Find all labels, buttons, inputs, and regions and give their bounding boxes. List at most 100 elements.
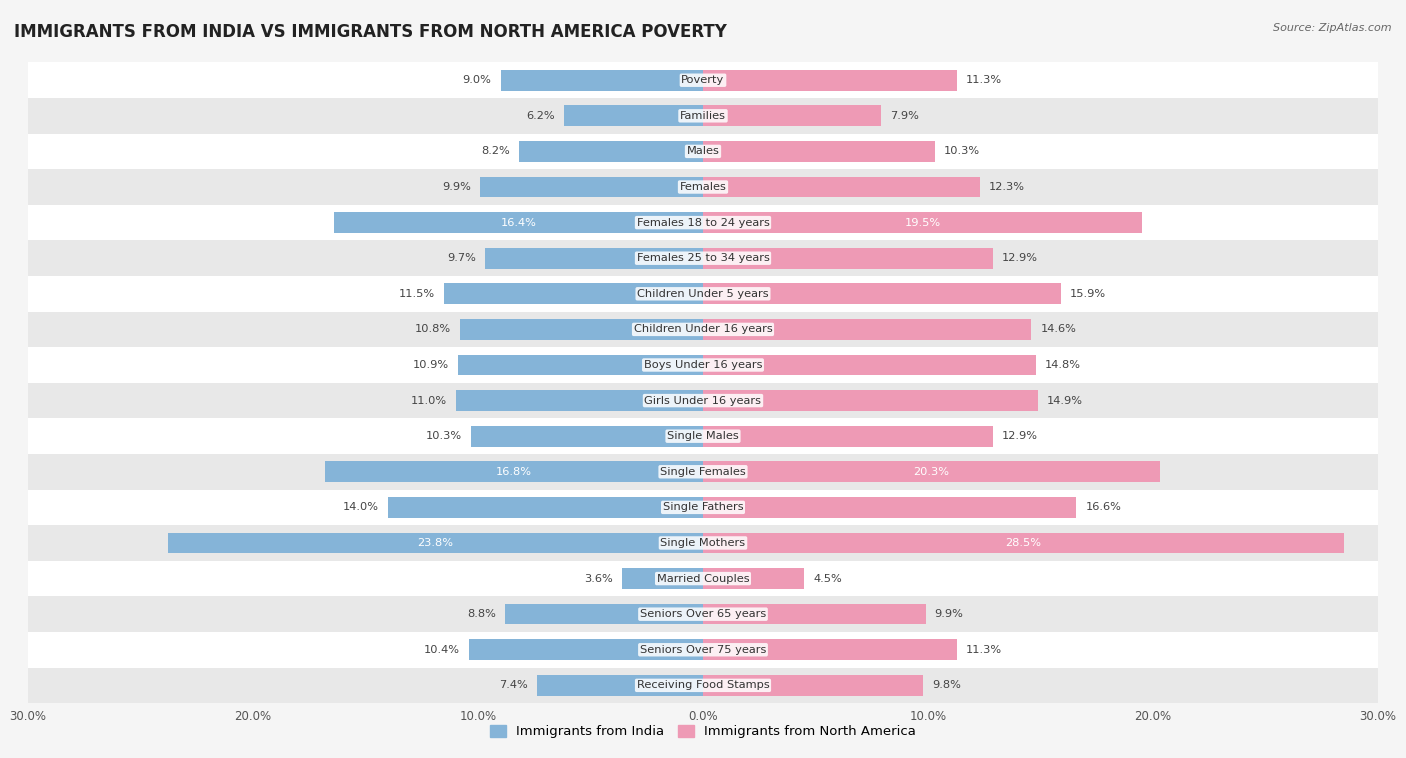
Text: 12.9%: 12.9% xyxy=(1002,253,1038,263)
Bar xyxy=(0,205,1406,240)
Bar xyxy=(0,525,1406,561)
Text: 6.2%: 6.2% xyxy=(526,111,554,121)
Bar xyxy=(0,561,1406,597)
Bar xyxy=(0,597,1406,632)
Text: 19.5%: 19.5% xyxy=(904,218,941,227)
Bar xyxy=(564,105,703,126)
Bar xyxy=(621,568,703,589)
Text: Poverty: Poverty xyxy=(682,75,724,85)
Bar xyxy=(335,212,703,233)
Text: 8.8%: 8.8% xyxy=(467,609,496,619)
Text: Single Females: Single Females xyxy=(661,467,745,477)
Text: 11.0%: 11.0% xyxy=(411,396,447,406)
Text: 23.8%: 23.8% xyxy=(418,538,453,548)
Bar xyxy=(703,355,1036,375)
Text: Source: ZipAtlas.com: Source: ZipAtlas.com xyxy=(1274,23,1392,33)
Text: Single Males: Single Males xyxy=(666,431,740,441)
Text: 10.3%: 10.3% xyxy=(426,431,463,441)
Bar xyxy=(505,604,703,625)
Bar xyxy=(703,675,924,696)
Text: Children Under 5 years: Children Under 5 years xyxy=(637,289,769,299)
Bar xyxy=(703,283,1060,304)
Bar xyxy=(0,490,1406,525)
Text: 9.8%: 9.8% xyxy=(932,681,962,691)
Bar xyxy=(444,283,703,304)
Bar xyxy=(0,383,1406,418)
Bar xyxy=(0,347,1406,383)
Bar xyxy=(703,533,1344,553)
Bar xyxy=(481,177,703,197)
Bar xyxy=(703,105,880,126)
Bar xyxy=(0,98,1406,133)
Bar xyxy=(458,355,703,375)
Text: Children Under 16 years: Children Under 16 years xyxy=(634,324,772,334)
Text: 16.4%: 16.4% xyxy=(501,218,537,227)
Text: 3.6%: 3.6% xyxy=(585,574,613,584)
Text: 15.9%: 15.9% xyxy=(1070,289,1105,299)
Bar xyxy=(471,426,703,446)
Bar xyxy=(167,533,703,553)
Text: 7.9%: 7.9% xyxy=(890,111,918,121)
Bar xyxy=(703,319,1032,340)
Text: Females: Females xyxy=(679,182,727,192)
Bar xyxy=(0,62,1406,98)
Bar xyxy=(703,212,1142,233)
Bar xyxy=(388,497,703,518)
Text: Boys Under 16 years: Boys Under 16 years xyxy=(644,360,762,370)
Text: Seniors Over 75 years: Seniors Over 75 years xyxy=(640,645,766,655)
Text: 10.3%: 10.3% xyxy=(943,146,980,156)
Text: 11.3%: 11.3% xyxy=(966,645,1002,655)
Text: 9.9%: 9.9% xyxy=(443,182,471,192)
Text: 9.0%: 9.0% xyxy=(463,75,492,85)
Bar xyxy=(537,675,703,696)
Text: 16.8%: 16.8% xyxy=(496,467,531,477)
Bar xyxy=(501,70,703,90)
Bar xyxy=(519,141,703,161)
Bar xyxy=(703,141,935,161)
Text: 14.6%: 14.6% xyxy=(1040,324,1077,334)
Text: Seniors Over 65 years: Seniors Over 65 years xyxy=(640,609,766,619)
Bar xyxy=(703,390,1038,411)
Bar xyxy=(703,640,957,660)
Text: Girls Under 16 years: Girls Under 16 years xyxy=(644,396,762,406)
Bar xyxy=(703,177,980,197)
Bar xyxy=(0,632,1406,668)
Text: 7.4%: 7.4% xyxy=(499,681,527,691)
Bar xyxy=(703,568,804,589)
Text: 12.3%: 12.3% xyxy=(988,182,1025,192)
Bar xyxy=(0,276,1406,312)
Text: Males: Males xyxy=(686,146,720,156)
Bar xyxy=(0,418,1406,454)
Bar xyxy=(703,604,925,625)
Bar xyxy=(703,70,957,90)
Text: Receiving Food Stamps: Receiving Food Stamps xyxy=(637,681,769,691)
Bar xyxy=(703,497,1077,518)
Text: IMMIGRANTS FROM INDIA VS IMMIGRANTS FROM NORTH AMERICA POVERTY: IMMIGRANTS FROM INDIA VS IMMIGRANTS FROM… xyxy=(14,23,727,41)
Bar xyxy=(470,640,703,660)
Text: 8.2%: 8.2% xyxy=(481,146,509,156)
Text: 11.3%: 11.3% xyxy=(966,75,1002,85)
Bar xyxy=(0,668,1406,703)
Bar xyxy=(0,169,1406,205)
Text: 16.6%: 16.6% xyxy=(1085,503,1122,512)
Bar xyxy=(460,319,703,340)
Text: Single Fathers: Single Fathers xyxy=(662,503,744,512)
Text: 4.5%: 4.5% xyxy=(813,574,842,584)
Bar xyxy=(0,133,1406,169)
Text: Females 25 to 34 years: Females 25 to 34 years xyxy=(637,253,769,263)
Text: 14.8%: 14.8% xyxy=(1045,360,1081,370)
Text: Single Mothers: Single Mothers xyxy=(661,538,745,548)
Text: 12.9%: 12.9% xyxy=(1002,431,1038,441)
Text: 11.5%: 11.5% xyxy=(399,289,436,299)
Text: 10.9%: 10.9% xyxy=(413,360,449,370)
Text: Females 18 to 24 years: Females 18 to 24 years xyxy=(637,218,769,227)
Text: 10.4%: 10.4% xyxy=(425,645,460,655)
Bar xyxy=(703,462,1160,482)
Text: 9.7%: 9.7% xyxy=(447,253,475,263)
Text: 14.9%: 14.9% xyxy=(1047,396,1083,406)
Text: Married Couples: Married Couples xyxy=(657,574,749,584)
Bar xyxy=(0,312,1406,347)
Text: 14.0%: 14.0% xyxy=(343,503,380,512)
Text: 28.5%: 28.5% xyxy=(1005,538,1042,548)
Bar xyxy=(0,240,1406,276)
